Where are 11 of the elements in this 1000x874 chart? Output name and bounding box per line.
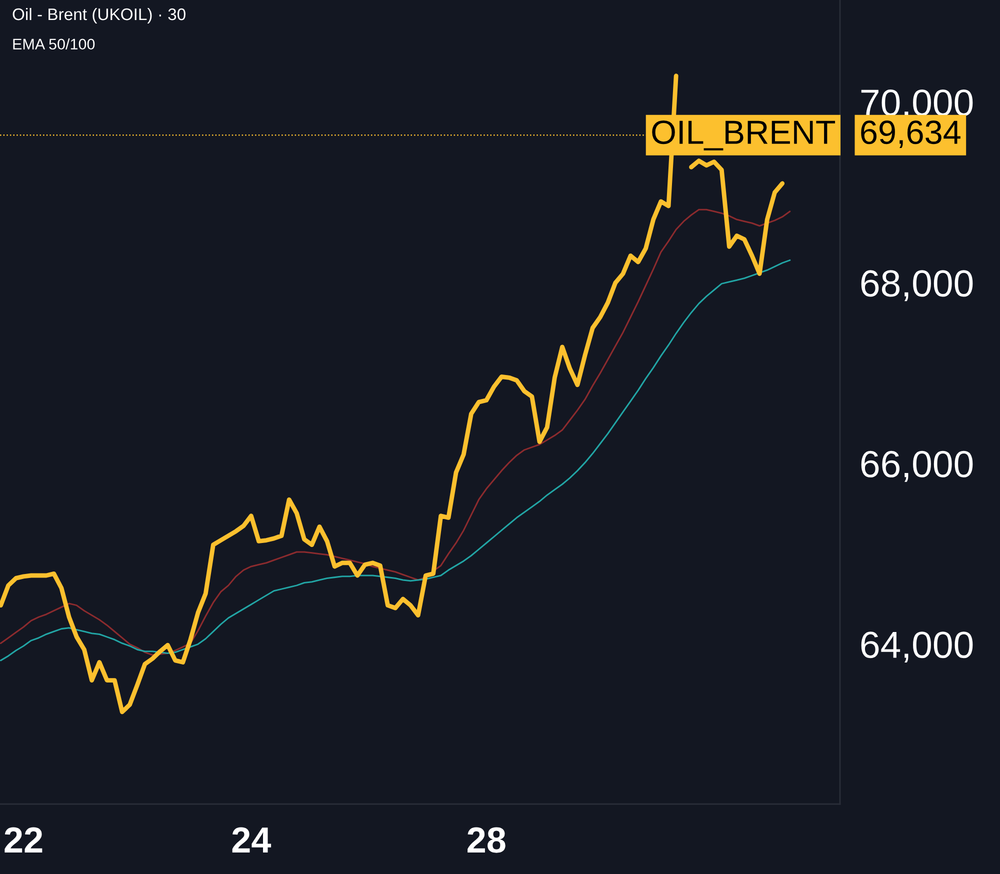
text: 69,634 (861, 120, 960, 148)
y-tick-label: 70,000 (861, 89, 973, 120)
y-tick-label: 64,000 (861, 632, 973, 663)
y-tick-label: 66,000 (861, 450, 973, 482)
y-tick-label: 68,000 (861, 270, 973, 302)
annotation: EMA 50/100 (13, 38, 95, 50)
chart-title: Oil - Brent (UKOIL) · 30 (12, 8, 186, 24)
x-tick-label: 22 (4, 827, 42, 852)
x-tick-label: 28 (468, 827, 506, 853)
ref-line-label: OIL_BRENT (652, 120, 836, 150)
x-tick-label: 24 (232, 827, 272, 852)
